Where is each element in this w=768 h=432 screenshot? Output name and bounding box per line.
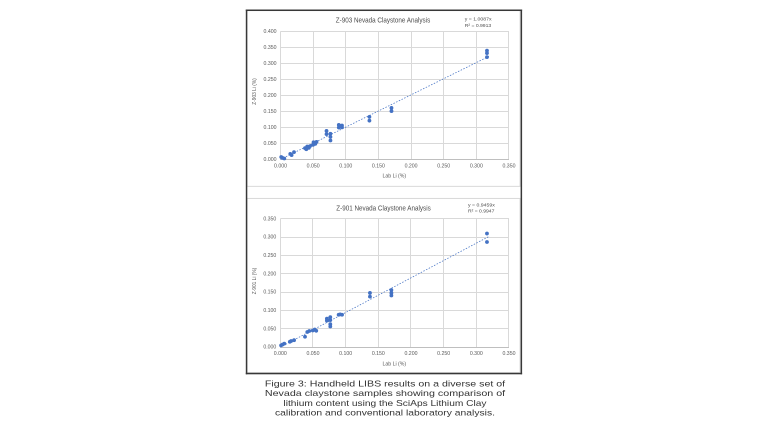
svg-text:calibration and conventional l: calibration and conventional laboratory … <box>275 407 495 417</box>
svg-text:0.250: 0.250 <box>264 77 277 83</box>
svg-text:Figure 3: Handheld LIBS result: Figure 3: Handheld LIBS results on a div… <box>265 379 506 389</box>
svg-text:0.250: 0.250 <box>437 351 450 357</box>
svg-text:0.000: 0.000 <box>274 351 287 357</box>
svg-text:0.300: 0.300 <box>264 61 277 67</box>
svg-text:R² = 0.9947: R² = 0.9947 <box>468 208 495 214</box>
svg-text:Z-901 Li (%): Z-901 Li (%) <box>252 267 258 294</box>
svg-text:0.200: 0.200 <box>405 164 418 170</box>
svg-text:0.350: 0.350 <box>502 351 515 357</box>
svg-text:0.250: 0.250 <box>437 164 450 170</box>
svg-text:0.250: 0.250 <box>263 253 276 259</box>
svg-text:Lab Li (%): Lab Li (%) <box>382 174 406 180</box>
svg-text:0.150: 0.150 <box>372 164 385 170</box>
svg-text:0.000: 0.000 <box>263 345 276 351</box>
svg-text:0.200: 0.200 <box>404 351 417 357</box>
svg-text:0.200: 0.200 <box>263 271 276 277</box>
svg-text:0.100: 0.100 <box>339 351 352 357</box>
svg-text:0.400: 0.400 <box>264 29 277 35</box>
svg-text:0.100: 0.100 <box>263 308 276 314</box>
svg-text:0.200: 0.200 <box>264 93 277 99</box>
svg-text:Z-903 Li (%): Z-903 Li (%) <box>252 78 258 105</box>
svg-text:Nevada claystone samples showi: Nevada claystone samples showing compari… <box>265 388 506 398</box>
svg-text:0.150: 0.150 <box>372 351 385 357</box>
svg-text:0.150: 0.150 <box>264 109 277 115</box>
svg-text:lithium content using the SciA: lithium content using the SciAps Lithium… <box>283 398 487 408</box>
svg-text:0.050: 0.050 <box>306 351 319 357</box>
svg-text:y = 1.0087x: y = 1.0087x <box>465 17 492 23</box>
svg-text:0.300: 0.300 <box>470 351 483 357</box>
svg-text:0.050: 0.050 <box>264 141 277 147</box>
svg-text:0.300: 0.300 <box>470 164 483 170</box>
svg-text:0.100: 0.100 <box>264 125 277 131</box>
svg-text:0.350: 0.350 <box>263 216 276 222</box>
svg-text:R² = 0.9913: R² = 0.9913 <box>465 23 492 29</box>
svg-text:0.050: 0.050 <box>307 164 320 170</box>
svg-text:Z-901 Nevada Claystone Analysi: Z-901 Nevada Claystone Analysis <box>336 204 431 213</box>
svg-text:0.050: 0.050 <box>263 326 276 332</box>
svg-text:0.350: 0.350 <box>502 164 515 170</box>
svg-text:0.350: 0.350 <box>264 45 277 51</box>
svg-text:0.000: 0.000 <box>274 164 287 170</box>
svg-text:Lab Li (%): Lab Li (%) <box>382 361 406 367</box>
svg-text:Z-903 Nevada Claystone Analysi: Z-903 Nevada Claystone Analysis <box>336 16 431 25</box>
svg-text:0.300: 0.300 <box>263 235 276 241</box>
svg-text:y = 0.9459x: y = 0.9459x <box>468 202 495 208</box>
svg-text:0.150: 0.150 <box>263 290 276 296</box>
svg-text:0.000: 0.000 <box>264 157 277 163</box>
svg-text:0.100: 0.100 <box>339 164 352 170</box>
